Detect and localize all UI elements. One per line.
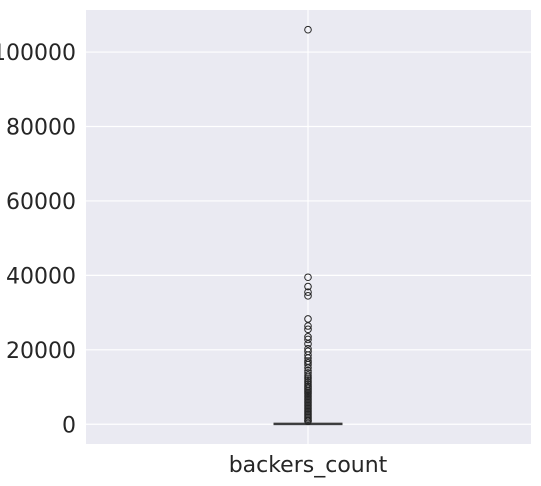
y-tick-label: 60000 bbox=[6, 190, 76, 215]
outlier-point bbox=[304, 417, 312, 426]
outlier-point bbox=[304, 369, 312, 377]
outlier-point bbox=[304, 282, 312, 291]
y-tick-label: 0 bbox=[62, 413, 76, 438]
outlier-point bbox=[304, 335, 312, 344]
y-axis-ticks: 0 20000 40000 60000 80000 100000 bbox=[0, 41, 76, 438]
outlier-point bbox=[304, 325, 312, 334]
outlier-point bbox=[304, 360, 312, 369]
outlier-point bbox=[304, 322, 312, 330]
y-tick-label: 40000 bbox=[6, 264, 76, 289]
x-axis-ticks: backers_count bbox=[229, 453, 388, 478]
outlier-point bbox=[304, 25, 312, 34]
outlier-point bbox=[304, 340, 312, 348]
x-tick-label: backers_count bbox=[229, 453, 388, 478]
y-tick-label: 80000 bbox=[6, 116, 76, 141]
y-tick-label: 100000 bbox=[0, 41, 76, 66]
outlier-point bbox=[304, 273, 312, 282]
y-tick-label: 20000 bbox=[6, 339, 76, 364]
outlier-point bbox=[304, 292, 312, 300]
outlier-points bbox=[304, 25, 312, 426]
outlier-point bbox=[304, 351, 312, 359]
outlier-point bbox=[304, 288, 312, 296]
outlier-point bbox=[304, 363, 312, 372]
